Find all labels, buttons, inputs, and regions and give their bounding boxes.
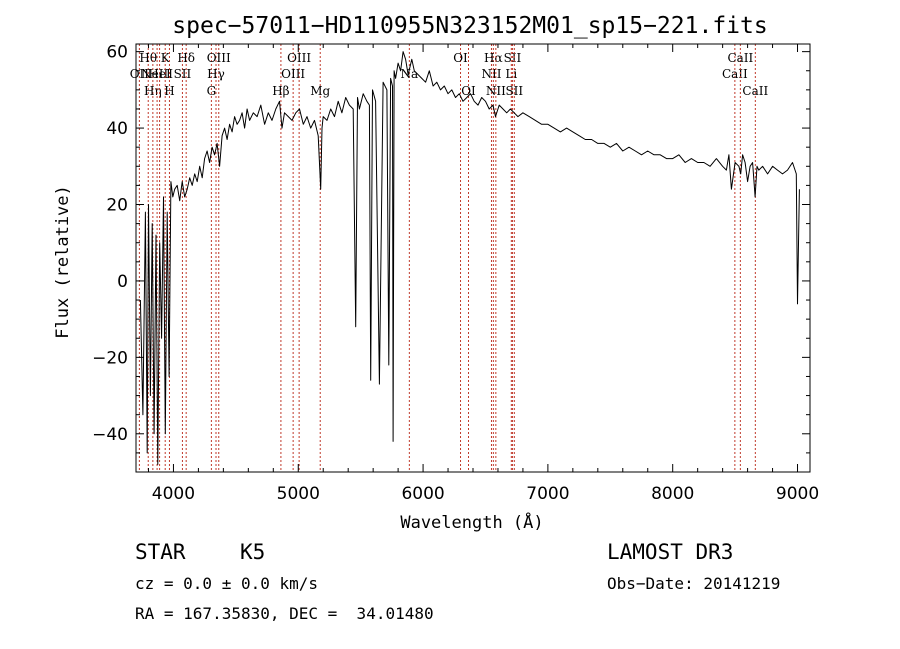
- line-marker-label: OIII: [287, 51, 311, 65]
- x-axis-label: Wavelength (Å): [400, 511, 543, 533]
- line-marker-label: Mg: [310, 84, 330, 98]
- line-marker-label: Li: [505, 67, 517, 81]
- line-marker-label: Hθ: [139, 51, 157, 65]
- y-tick-label: 40: [106, 119, 128, 139]
- chart-title: spec−57011−HD110955N323152M01_sp15−221.f…: [172, 13, 767, 39]
- line-marker-label: Hη: [144, 84, 162, 98]
- line-marker-label: H: [164, 84, 174, 98]
- x-tick-label: 4000: [152, 484, 195, 504]
- line-marker-label: Hγ: [207, 67, 225, 81]
- x-tick-label: 5000: [277, 484, 320, 504]
- object-subclass: K5: [240, 540, 266, 564]
- line-marker-label: OIII: [207, 51, 231, 65]
- y-axis: −40 −20 0 20 40 60: [92, 43, 810, 473]
- plot-frame: [135, 43, 811, 473]
- object-class: STAR: [135, 540, 186, 564]
- series-layer: [139, 51, 800, 465]
- line-marker-label: CaII: [727, 51, 753, 65]
- observation-date: Obs−Date: 20141219: [607, 574, 781, 593]
- line-marker-label: OII: [130, 67, 150, 81]
- line-marker-label: SII: [504, 51, 522, 65]
- line-marker-label: G: [207, 84, 217, 98]
- line-marker-label: SII: [174, 67, 192, 81]
- y-tick-label: −20: [92, 348, 128, 368]
- x-tick-label: 7000: [526, 484, 569, 504]
- line-marker-label: OI: [453, 51, 468, 65]
- line-marker-label: OI: [461, 84, 476, 98]
- x-tick-label: 8000: [651, 484, 694, 504]
- survey-name: LAMOST DR3: [607, 540, 734, 564]
- line-marker-label: Hδ: [177, 51, 195, 65]
- line-marker-label: K: [161, 51, 171, 65]
- line-marker-label: SII: [505, 84, 523, 98]
- x-tick-label: 6000: [401, 484, 444, 504]
- line-marker-label: CaII: [722, 67, 748, 81]
- y-tick-label: 20: [106, 196, 128, 216]
- line-marker-label: OIII: [281, 67, 305, 81]
- line-marker-label: CaII: [742, 84, 768, 98]
- redshift-velocity: cz = 0.0 ± 0.0 km/s: [135, 574, 319, 593]
- y-tick-label: −40: [92, 425, 128, 445]
- spectral-line-markers: OIIHθHηNeIIIHeIKHSIIHδGHγOIIIHβOIIIOIIIM…: [130, 44, 768, 472]
- line-marker-label: Hβ: [272, 84, 289, 98]
- coordinates: RA = 167.35830, DEC = 34.01480: [135, 604, 434, 623]
- y-tick-label: 0: [117, 272, 128, 292]
- line-marker-label: HeI: [148, 67, 171, 81]
- y-axis-label: Flux (relative): [53, 185, 73, 339]
- y-tick-label: 60: [106, 43, 128, 63]
- line-marker-label: NII: [486, 84, 506, 98]
- line-marker-label: NII: [481, 67, 501, 81]
- x-tick-label: 9000: [776, 484, 819, 504]
- line-marker-label: Hα: [484, 51, 503, 65]
- x-axis: 4000 5000 6000 7000 8000 9000: [147, 44, 819, 504]
- spectrum-line: [139, 51, 800, 465]
